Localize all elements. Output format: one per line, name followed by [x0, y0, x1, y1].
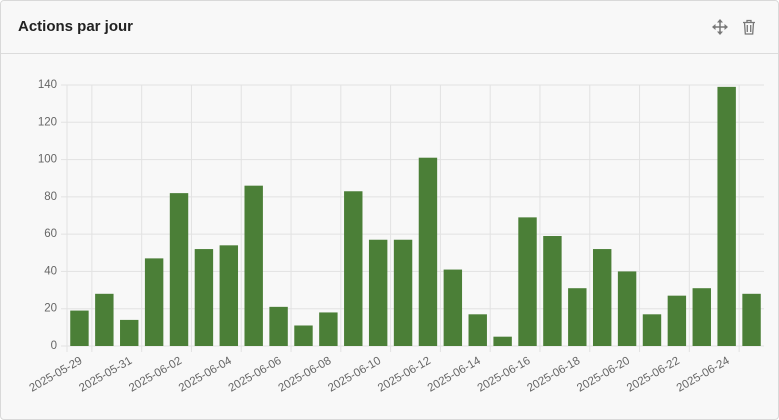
y-tick-label: 40 — [44, 265, 57, 277]
bar — [493, 336, 512, 346]
move-icon[interactable] — [712, 19, 728, 35]
bar — [543, 236, 562, 346]
bar — [244, 185, 263, 346]
x-tick-label: 2025-06-02 — [127, 355, 184, 395]
bar — [294, 325, 313, 346]
y-tick-label: 20 — [44, 303, 57, 315]
y-tick-label: 120 — [38, 116, 57, 128]
x-tick-label: 2025-05-29 — [28, 355, 85, 395]
x-tick-label: 2025-06-16 — [476, 355, 533, 395]
bar — [443, 269, 463, 346]
y-tick-label: 60 — [44, 228, 57, 240]
bar — [617, 271, 637, 346]
bar — [319, 312, 338, 346]
x-tick-label: 2025-06-04 — [177, 355, 234, 395]
bar — [144, 258, 164, 346]
bar — [568, 288, 587, 346]
bar — [393, 239, 413, 346]
bar — [70, 310, 89, 346]
bar — [468, 314, 487, 346]
x-tick-label: 2025-06-14 — [426, 355, 483, 395]
x-tick-label: 2025-06-20 — [575, 355, 632, 395]
chart: 0204060801001201402025-05-292025-05-3120… — [28, 79, 764, 395]
bar — [667, 295, 687, 346]
x-tick-label: 2025-06-24 — [675, 355, 732, 395]
bar — [219, 245, 239, 346]
bar — [742, 293, 761, 346]
bar — [368, 239, 388, 346]
bar — [592, 249, 612, 346]
bar — [642, 314, 662, 346]
x-tick-label: 2025-06-22 — [625, 355, 682, 395]
bar — [692, 288, 711, 346]
bar — [418, 157, 438, 346]
x-tick-label: 2025-06-08 — [276, 355, 333, 395]
x-tick-label: 2025-05-31 — [77, 355, 134, 395]
y-tick-label: 80 — [44, 191, 57, 203]
x-tick-label: 2025-06-10 — [326, 355, 383, 395]
bar — [518, 217, 537, 346]
y-tick-label: 140 — [38, 79, 57, 91]
widget-header: Actions par jour — [1, 1, 778, 54]
bar — [717, 86, 736, 346]
bar — [269, 306, 288, 346]
delete-icon[interactable] — [741, 19, 757, 35]
y-tick-label: 0 — [51, 340, 57, 352]
bar — [120, 319, 139, 346]
y-tick-label: 100 — [38, 154, 57, 166]
widget-title: Actions par jour — [18, 18, 134, 35]
x-tick-label: 2025-06-18 — [525, 355, 582, 395]
bar — [344, 191, 363, 346]
bar — [169, 193, 189, 346]
bar — [194, 249, 214, 346]
x-tick-label: 2025-06-06 — [227, 355, 284, 395]
x-tick-label: 2025-06-12 — [376, 355, 433, 395]
bar — [95, 293, 114, 346]
